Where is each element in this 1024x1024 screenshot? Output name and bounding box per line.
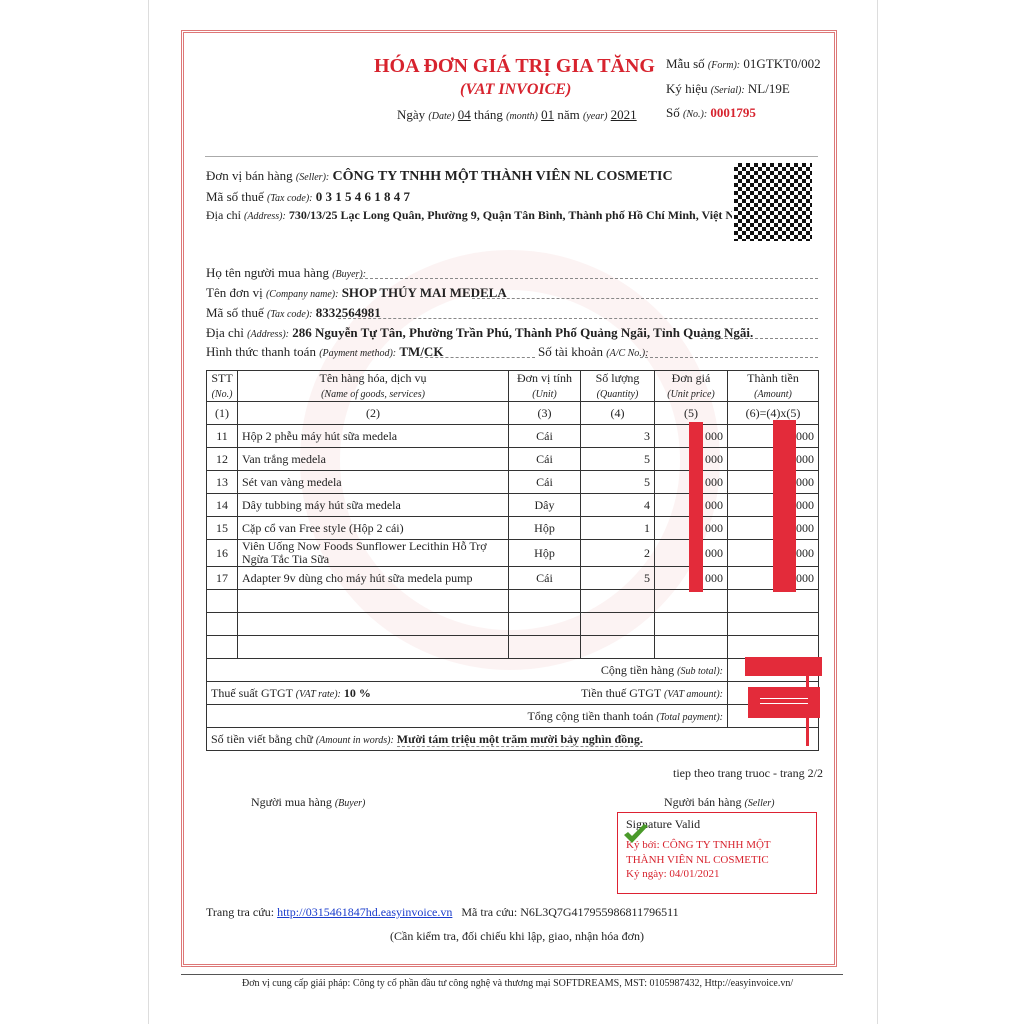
lookup-link[interactable]: http://0315461847hd.easyinvoice.vn — [277, 905, 453, 919]
table-cell: Van trắng medela — [237, 447, 509, 471]
table-row: 14 Dây tubbing máy hút sữa medela Dây 4 000 0… — [206, 493, 819, 517]
table-row: 16 Viên Uống Now Foods Sunflower Lecithin… — [206, 539, 819, 567]
table-cell: Cái — [508, 566, 581, 590]
buyer-signature-label: Người mua hàng (Buyer) — [251, 795, 366, 809]
buyer-company: Tên đơn vị (Company name): SHOP THÚY MAI… — [206, 285, 507, 300]
invoice-title: HÓA ĐƠN GIÁ TRỊ GIA TĂNG — [374, 55, 655, 77]
seller-signature-label: Người bán hàng (Seller) — [664, 795, 775, 809]
table-cell: Cái — [508, 424, 581, 448]
vat-row: Thuế suất GTGT (VAT rate): 10 % Tiền thuế… — [206, 681, 819, 705]
form-number: Mẫu số (Form): 01GTKT0/002 — [666, 56, 821, 71]
total-row: Tổng cộng tiền thanh toán (Total payment… — [206, 704, 819, 728]
goods-table: STT (No.) Tên hàng hóa, dịch vụ (Name of g… — [206, 370, 819, 751]
table-cell: 14 — [206, 493, 238, 517]
table-cell: 16 — [206, 539, 238, 567]
invoice-number: Số (No.): 0001795 — [666, 105, 756, 120]
words-row: Số tiền viết bằng chữ (Amount in words):… — [206, 727, 819, 751]
seller-address: Địa chỉ (Address): 730/13/25 Lạc Long Qu… — [206, 208, 747, 222]
table-cell: Dây — [508, 493, 581, 517]
table-cell: 5 — [580, 447, 655, 471]
table-cell: 12 — [206, 447, 238, 471]
buyer-name: Họ tên người mua hàng (Buyer): — [206, 265, 367, 280]
serial: Ký hiệu (Serial): NL/19E — [666, 81, 790, 96]
table-row: 17 Adapter 9v dùng cho máy hút sữa medela… — [206, 566, 819, 590]
table-cell: Viên Uống Now Foods Sunflower Lecithin H… — [237, 539, 509, 567]
table-cell: Hộp — [508, 516, 581, 540]
divider — [205, 156, 818, 157]
checkmark-icon — [624, 824, 648, 843]
table-cell: 13 — [206, 470, 238, 494]
seller-name: Đơn vị bán hàng (Seller): CÔNG TY TNHH M… — [206, 168, 673, 184]
table-cell: 4 — [580, 493, 655, 517]
table-cell: Adapter 9v dùng cho máy hút sữa medela p… — [237, 566, 509, 590]
check-note: (Cần kiểm tra, đối chiếu khi lập, giao, … — [390, 929, 644, 943]
signed-date: Ký ngày: 04/01/2021 — [626, 868, 720, 880]
table-cell: Hộp 2 phễu máy hút sữa medela — [237, 424, 509, 448]
invoice-border — [181, 30, 837, 967]
table-cell: Cái — [508, 447, 581, 471]
subtotal-row: Cộng tiền hàng (Sub total): — [206, 658, 819, 682]
table-cell: 11 — [206, 424, 238, 448]
signature-valid: Signature Valid — [626, 817, 701, 831]
table-row: 13 Sét van vàng medela Cái 5 000 000 — [206, 470, 819, 494]
invoice-date: Ngày (Date) 04 tháng (month) 01 năm (yea… — [397, 107, 637, 122]
table-cell: 17 — [206, 566, 238, 590]
table-cell: 2 — [580, 539, 655, 567]
invoice-subtitle: (VAT INVOICE) — [460, 81, 572, 98]
table-cell: Cặp cổ van Free style (Hộp 2 cái) — [237, 516, 509, 540]
redaction-amount — [773, 420, 796, 592]
redaction-unit-price — [689, 422, 703, 592]
table-cell: Dây tubbing máy hút sữa medela — [237, 493, 509, 517]
digital-signature-box: Signature Valid Ký bởi: CÔNG TY TNHH MỘT… — [617, 812, 817, 894]
payment-method: Hình thức thanh toán (Payment method): T… — [206, 344, 444, 359]
table-cell: 1 — [580, 516, 655, 540]
table-header: STT (No.) Tên hàng hóa, dịch vụ (Name of g… — [206, 370, 819, 402]
table-cell: Sét van vàng medela — [237, 470, 509, 494]
qr-code — [732, 161, 814, 243]
page-note: tiep theo trang truoc - trang 2/2 — [673, 766, 823, 780]
table-index-row: (1) (2) (3) (4) (5) (6)=(4)x(5) — [206, 401, 819, 425]
table-cell: 5 — [580, 470, 655, 494]
seller-tax: Mã số thuế (Tax code): 0 3 1 5 4 6 1 8 4… — [206, 189, 410, 204]
lookup-line: Trang tra cứu: http://0315461847hd.easyi… — [206, 905, 679, 919]
provider-note: Đơn vị cung cấp giải pháp: Công ty cổ ph… — [242, 978, 794, 989]
redaction-subtotal — [745, 657, 822, 676]
redaction-total — [748, 687, 820, 718]
table-row: 12 Van trắng medela Cái 5 000 000 — [206, 447, 819, 471]
footer-divider — [181, 974, 843, 975]
buyer-tax: Mã số thuế (Tax code): 8332564981 — [206, 305, 381, 320]
table-cell: 3 — [580, 424, 655, 448]
table-cell: 15 — [206, 516, 238, 540]
buyer-address: Địa chỉ (Address): 286 Nguyễn Tự Tân, Ph… — [206, 325, 754, 340]
table-row: 11 Hộp 2 phễu máy hút sữa medela Cái 3 000 00… — [206, 424, 819, 448]
table-cell: Hộp — [508, 539, 581, 567]
table-cell: Cái — [508, 470, 581, 494]
account-number: Số tài khoản (A/C No.): — [538, 344, 649, 359]
signed-by: Ký bởi: CÔNG TY TNHH MỘT THÀNH VIÊN NL C… — [626, 839, 771, 866]
table-row: 15 Cặp cổ van Free style (Hộp 2 cái) Hộp 1 0… — [206, 516, 819, 540]
table-cell: 5 — [580, 566, 655, 590]
